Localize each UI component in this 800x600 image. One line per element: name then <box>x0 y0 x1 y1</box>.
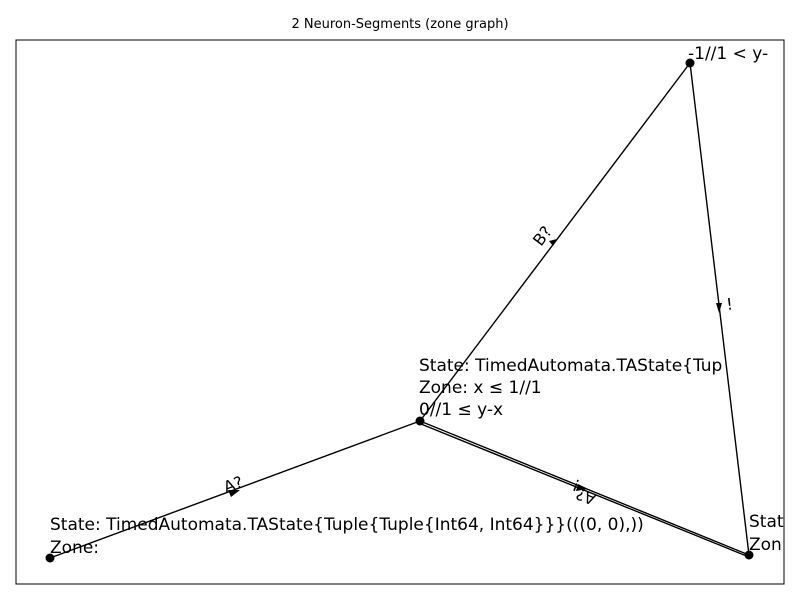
node-center[interactable] <box>415 416 425 426</box>
bottom-left-node-zone-label: Zone: <box>50 538 99 558</box>
arrowhead-a-forward <box>228 490 240 497</box>
bottom-right-node-zone-label: Zon <box>749 535 782 555</box>
top-right-node-label: -1//1 < y- <box>688 44 768 64</box>
center-node-constraint-label: 0//1 ≤ y-x <box>419 400 503 420</box>
edge-bottom-right-to-center[interactable] <box>420 423 750 558</box>
center-node-zone-label: Zone: x ≤ 1//1 <box>419 378 542 398</box>
node-bottom-left[interactable] <box>45 553 55 563</box>
edge-bottom-left-to-center[interactable] <box>49 420 421 559</box>
arrowhead-a-back <box>576 484 588 491</box>
bottom-right-node-state-label: Stat <box>749 512 784 532</box>
node-bottom-right[interactable] <box>744 550 754 560</box>
arrowhead-excl <box>716 303 722 313</box>
graph-title: 2 Neuron-Segments (zone graph) <box>291 17 509 32</box>
plot-frame <box>15 39 785 585</box>
node-top-right[interactable] <box>685 58 695 68</box>
center-node-state-label: State: TimedAutomata.TAState{Tup <box>419 356 722 376</box>
bottom-left-node-state-label: State: TimedAutomata.TAState{Tuple{Tuple… <box>50 515 644 535</box>
edge-label-excl: ! <box>725 294 734 314</box>
arrowhead-b <box>549 239 557 246</box>
